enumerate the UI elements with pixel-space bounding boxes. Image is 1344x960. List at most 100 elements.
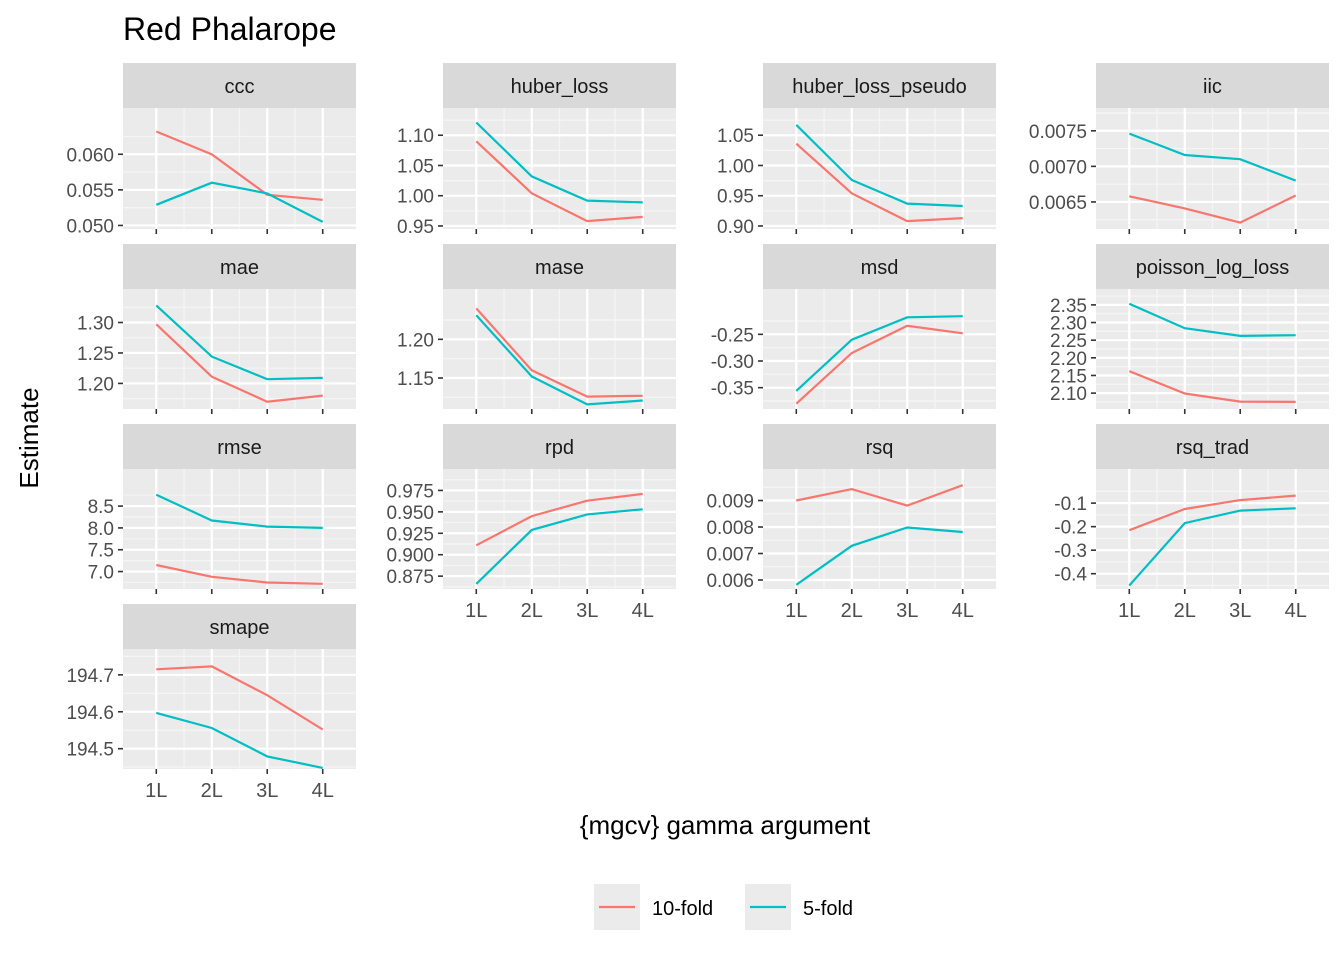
- legend-label: 10-fold: [652, 898, 713, 920]
- series-line-10-fold: [475, 492, 643, 547]
- y-tick-label: 1.00: [397, 187, 434, 208]
- facet-panel-rsq-trad: rsq_trad -0.4 -0.3-0.2 -0.1 1L 2L 3L 4L: [1054, 424, 1329, 622]
- y-tick-label: -0.3: [1054, 541, 1087, 562]
- facet-panel-msd: msd -0.35 -0.30 -0.25: [711, 244, 996, 414]
- y-tick-label: 8.0: [88, 519, 114, 540]
- series-line-5-fold: [155, 181, 324, 223]
- y-tick-label: 1.00: [717, 156, 754, 177]
- y-tick-label: 0.060: [66, 145, 114, 166]
- facet-strip: [1096, 244, 1329, 289]
- facet-panel-mae: mae 1.20 1.25 1.30: [77, 244, 356, 414]
- facet-strip-label: smape: [209, 617, 269, 639]
- facet-strip: [763, 63, 996, 108]
- y-tick-label: 0.0070: [1029, 157, 1087, 178]
- facet-panel-smape: smape 194.5 194.6 194.7 1L 2L 3L 4L: [66, 604, 356, 802]
- facet-strip: [443, 244, 676, 289]
- facet-panel-mase: mase 1.15 1.20: [397, 244, 676, 414]
- facet-strip-label: mase: [535, 257, 584, 279]
- series-line-5-fold: [155, 493, 323, 529]
- facet-strip-label: huber_loss_pseudo: [792, 76, 967, 98]
- series-line-5-fold: [1128, 302, 1296, 338]
- y-tick-label: -0.1: [1054, 494, 1087, 515]
- facet-strip-label: mae: [220, 257, 259, 279]
- series-line-5-fold: [475, 508, 643, 585]
- series-line-5-fold: [795, 124, 963, 208]
- series-line-10-fold: [156, 665, 324, 731]
- y-tick-label: 1.20: [77, 374, 114, 395]
- series-line-5-fold: [475, 314, 643, 406]
- y-tick-label: 7.5: [88, 541, 114, 562]
- series-line-5-fold: [475, 121, 643, 204]
- y-tick-label: -0.2: [1054, 518, 1087, 539]
- facet-strip: [123, 244, 356, 289]
- x-tick-label: 3L: [1229, 600, 1251, 622]
- y-axis-label: Estimate: [14, 387, 44, 488]
- y-tick-label: 0.950: [386, 503, 434, 524]
- facet-strip-label: ccc: [225, 76, 255, 98]
- facet-strip-label: iic: [1203, 76, 1222, 98]
- facet-strip-label: rsq_trad: [1176, 437, 1249, 459]
- y-tick-label: 0.95: [397, 217, 434, 238]
- series-line-5-fold: [1128, 507, 1296, 587]
- facet-panel-rsq: rsq 0.006 0.007 0.008 0.009 1L 2L 3L 4L: [706, 424, 996, 622]
- series-line-10-fold: [1129, 194, 1297, 224]
- x-tick-label: 2L: [521, 600, 543, 622]
- x-axis-label: {mgcv} gamma argument: [580, 810, 871, 840]
- y-tick-label: 1.05: [397, 156, 434, 177]
- x-tick-label: 3L: [256, 780, 278, 802]
- facet-panel-ccc: ccc 0.050 0.055 0.060: [66, 63, 356, 237]
- facet-panel-huber-loss: huber_loss 0.95 1.00 1.05 1.10: [397, 63, 676, 238]
- y-tick-label: 0.009: [706, 492, 754, 513]
- y-tick-label: 0.90: [717, 217, 754, 238]
- facet-strip: [443, 424, 676, 469]
- y-tick-label: 1.25: [77, 344, 114, 365]
- series-line-5-fold: [1128, 132, 1297, 182]
- y-tick-label: 2.30: [1050, 314, 1087, 335]
- y-tick-label: 0.975: [386, 481, 434, 502]
- x-tick-label: 2L: [841, 600, 863, 622]
- y-tick-label: 0.95: [717, 187, 754, 208]
- facet-strip: [1096, 63, 1329, 108]
- series-line-5-fold: [156, 711, 323, 769]
- x-tick-label: 1L: [785, 600, 807, 622]
- y-tick-label: 1.15: [397, 369, 434, 390]
- legend-item-10-fold: 10-fold: [594, 884, 713, 930]
- y-tick-label: 1.30: [77, 314, 114, 335]
- facet-strip: [123, 604, 356, 649]
- facet-strip: [123, 424, 356, 469]
- x-tick-label: 2L: [1174, 600, 1196, 622]
- facet-strip: [123, 63, 356, 108]
- y-tick-label: 0.008: [706, 518, 754, 539]
- series-line-5-fold: [155, 304, 323, 381]
- series-line-5-fold: [795, 315, 963, 392]
- x-tick-label: 3L: [896, 600, 918, 622]
- y-tick-label: 2.20: [1050, 349, 1087, 370]
- facet-panel-poisson-log-loss: poisson_log_loss 2.102.152.202.252.302.35: [1050, 244, 1329, 414]
- series-line-10-fold: [795, 142, 963, 223]
- x-tick-label: 3L: [576, 600, 598, 622]
- chart-title: Red Phalarope: [123, 11, 336, 47]
- y-tick-label: 1.05: [717, 126, 754, 147]
- series-line-10-fold: [1128, 370, 1296, 403]
- x-tick-label: 4L: [632, 600, 654, 622]
- y-tick-label: 1.20: [397, 330, 434, 351]
- x-tick-label: 4L: [1285, 600, 1307, 622]
- facet-panels: ccc 0.050 0.055 0.060 huber_loss 0.95 1.00 1.05…: [66, 63, 1329, 802]
- x-tick-label: 2L: [201, 780, 223, 802]
- y-tick-label: 1.10: [397, 126, 434, 147]
- y-tick-label: 194.6: [66, 703, 114, 724]
- y-tick-label: -0.25: [711, 325, 754, 346]
- y-tick-label: -0.35: [711, 379, 754, 400]
- series-line-10-fold: [796, 484, 964, 507]
- facet-strip-label: rpd: [545, 437, 574, 459]
- facet-strip-label: poisson_log_loss: [1136, 257, 1289, 279]
- series-line-10-fold: [475, 140, 643, 223]
- x-tick-label: 4L: [952, 600, 974, 622]
- facet-strip-label: msd: [861, 257, 899, 279]
- legend-label: 5-fold: [803, 898, 853, 920]
- y-tick-label: 0.0075: [1029, 122, 1087, 143]
- legend-item-5-fold: 5-fold: [745, 884, 853, 930]
- facet-strip-label: huber_loss: [511, 76, 609, 98]
